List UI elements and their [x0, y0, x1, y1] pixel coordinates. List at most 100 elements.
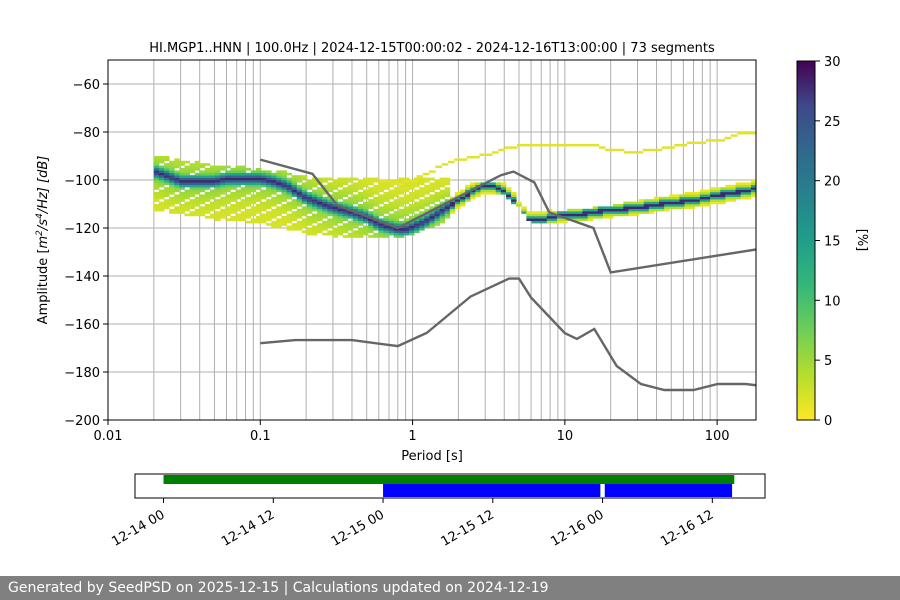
density-cell	[388, 201, 395, 205]
density-cell	[245, 168, 252, 171]
density-cell	[597, 216, 604, 219]
density-cell	[261, 204, 267, 207]
density-cell	[204, 216, 211, 219]
density-cell	[332, 208, 338, 212]
density-cell	[153, 180, 160, 183]
density-cell	[286, 172, 293, 176]
density-cell	[306, 187, 313, 190]
density-cell	[184, 204, 190, 207]
density-cell	[271, 225, 277, 229]
density-cell	[357, 204, 364, 207]
density-cell	[204, 199, 211, 202]
density-cell	[276, 187, 282, 190]
density-cell	[352, 182, 359, 185]
density-cell	[189, 175, 196, 178]
density-cell	[230, 170, 236, 173]
density-cell	[669, 199, 675, 202]
density-cell	[235, 213, 241, 217]
density-cell	[281, 187, 287, 190]
density-cell	[245, 192, 252, 195]
density-cell	[281, 204, 287, 207]
density-cell	[153, 204, 160, 207]
timeline-ticks: 12-14 00 12-14 12 12-15 00 12-15 12 12-16 00…	[109, 498, 716, 550]
x-tick-label: 0.1	[250, 429, 271, 444]
density-cell	[393, 211, 400, 214]
density-cell	[419, 201, 425, 205]
density-cell	[745, 192, 752, 195]
density-cell	[255, 184, 262, 188]
density-cell	[470, 182, 476, 185]
density-cell	[276, 220, 282, 224]
density-cell	[429, 213, 435, 217]
density-cell	[261, 208, 267, 212]
density-cell	[608, 208, 614, 212]
density-cell	[266, 199, 272, 202]
density-cell	[225, 184, 231, 188]
density-cell	[567, 211, 573, 214]
density-cell	[577, 211, 583, 214]
density-cell	[174, 177, 180, 181]
density-cell	[347, 177, 354, 181]
density-cell	[169, 189, 175, 193]
density-cell	[416, 175, 424, 178]
density-cell	[562, 213, 568, 217]
density-cell	[434, 216, 441, 219]
density-cell	[398, 208, 405, 212]
density-cell	[184, 165, 190, 169]
density-cell	[184, 168, 190, 171]
density-cell	[281, 194, 287, 197]
density-cell	[429, 182, 435, 185]
density-cell	[352, 189, 359, 193]
density-cell	[194, 177, 201, 181]
density-cell	[255, 216, 262, 219]
density-cell	[235, 180, 241, 183]
density-cell	[495, 189, 502, 193]
density-cell	[664, 196, 670, 200]
density-cell	[322, 184, 328, 188]
density-cell	[720, 201, 726, 205]
density-cell	[398, 177, 405, 181]
density-cell	[521, 208, 527, 212]
density-cell	[179, 172, 185, 176]
density-cell	[352, 199, 359, 202]
density-cell	[337, 216, 344, 219]
density-cell	[271, 220, 277, 224]
density-cell	[245, 204, 252, 207]
density-cell	[174, 211, 180, 214]
density-cell	[204, 172, 211, 176]
density-cell	[317, 196, 323, 200]
density-cell	[434, 192, 441, 195]
density-cell	[332, 220, 338, 224]
density-cell	[286, 213, 293, 217]
density-cell	[204, 187, 211, 190]
density-cell	[327, 189, 333, 193]
density-cell	[498, 148, 505, 152]
density-cell	[347, 228, 354, 231]
density-cell	[322, 216, 328, 219]
density-cell	[164, 172, 170, 176]
density-cell	[393, 230, 400, 233]
density-cell	[393, 220, 400, 224]
density-cell	[465, 184, 471, 188]
density-cell	[317, 228, 323, 231]
density-cell	[281, 192, 287, 195]
density-cell	[679, 196, 685, 200]
density-cell	[485, 182, 492, 185]
density-cell	[424, 189, 430, 193]
density-cell	[378, 187, 384, 190]
density-cell	[225, 189, 231, 193]
density-cell	[174, 187, 180, 190]
density-cell	[434, 187, 441, 190]
density-cell	[715, 192, 721, 195]
density-cell	[363, 208, 369, 212]
density-cell	[317, 223, 323, 226]
density-cell	[582, 218, 588, 221]
density-cell	[582, 213, 588, 217]
density-cell	[225, 182, 231, 185]
density-cell	[199, 206, 206, 209]
density-cell	[710, 189, 716, 193]
density-cell	[373, 228, 379, 231]
density-cell	[720, 192, 726, 195]
density-cell	[266, 189, 272, 193]
density-cell	[250, 172, 257, 176]
